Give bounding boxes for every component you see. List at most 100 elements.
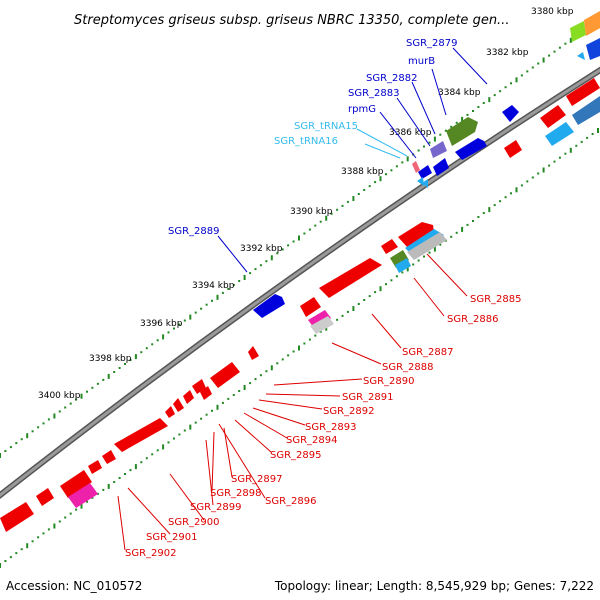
label-sgr-2900[interactable]: SGR_2900 <box>168 517 220 528</box>
gene-feature[interactable] <box>577 52 585 60</box>
gene-feature[interactable] <box>300 297 321 317</box>
gene-feature[interactable] <box>210 362 240 388</box>
gene-feature[interactable] <box>102 450 116 464</box>
leader-line <box>234 419 272 453</box>
guide-dot <box>26 433 29 439</box>
guide-dot <box>140 461 143 464</box>
gene-feature[interactable] <box>319 258 382 298</box>
gene-feature[interactable] <box>430 141 447 158</box>
guide-dot <box>542 57 545 63</box>
gene-feature[interactable] <box>570 21 586 42</box>
guide-dot <box>461 226 464 232</box>
gene-feature[interactable] <box>398 222 434 248</box>
guide-dot <box>325 215 328 221</box>
gene-feature[interactable] <box>114 418 168 452</box>
gene-feature[interactable] <box>68 483 98 508</box>
guide-dot <box>0 563 1 568</box>
label-sgr-2889[interactable]: SGR_2889 <box>168 226 220 237</box>
label-sgr-2896[interactable]: SGR_2896 <box>265 496 317 507</box>
guide-dot <box>488 207 491 213</box>
guide-dot <box>173 327 175 330</box>
gene-feature[interactable] <box>88 460 102 474</box>
guide-dot <box>417 259 420 262</box>
gene-feature[interactable] <box>572 96 600 125</box>
label-sgr-2895[interactable]: SGR_2895 <box>270 450 322 461</box>
trna-feature[interactable] <box>417 177 424 186</box>
guide-dot <box>47 418 50 421</box>
label-sgr-2893[interactable]: SGR_2893 <box>305 422 357 433</box>
guide-dot <box>243 385 246 390</box>
guide-dot <box>455 231 458 234</box>
label-sgr-2882[interactable]: SGR_2882 <box>366 73 418 84</box>
label-sgr-2891[interactable]: SGR_2891 <box>342 392 394 403</box>
guide-dot <box>58 520 61 523</box>
gene-feature[interactable] <box>165 406 175 418</box>
gene-feature[interactable] <box>253 294 285 318</box>
gene-feature[interactable] <box>395 258 411 273</box>
label-sgr-2888[interactable]: SGR_2888 <box>382 362 434 373</box>
guide-dot <box>363 189 366 191</box>
gene-feature[interactable] <box>446 117 478 146</box>
gene-feature[interactable] <box>586 38 600 60</box>
label-sgr-2894[interactable]: SGR_2894 <box>286 435 338 446</box>
guide-dot <box>357 193 360 195</box>
gene-feature[interactable] <box>545 122 574 146</box>
gene-feature[interactable] <box>308 310 331 328</box>
guide-dot <box>482 212 485 214</box>
gene-feature[interactable] <box>418 165 432 179</box>
guide-dot <box>134 464 137 470</box>
label-sgr-2898[interactable]: SGR_2898 <box>210 488 262 499</box>
guide-dot <box>64 516 67 519</box>
guide-dot <box>466 223 469 226</box>
gene-feature[interactable] <box>381 239 398 254</box>
gene-feature[interactable] <box>390 250 409 268</box>
guide-dot <box>243 275 246 280</box>
label-sgr-trna15[interactable]: SGR_tRNA15 <box>294 121 358 132</box>
gene-feature[interactable] <box>540 105 566 128</box>
label-sgr-2902[interactable]: SGR_2902 <box>125 548 177 559</box>
label-sgr-2879[interactable]: SGR_2879 <box>406 38 458 49</box>
guide-dot <box>281 248 284 251</box>
leader-line <box>205 439 214 506</box>
gene-feature[interactable] <box>173 398 184 412</box>
label-sgr-2901[interactable]: SGR_2901 <box>146 532 198 543</box>
guide-dot <box>287 354 290 357</box>
gene-feature[interactable] <box>200 386 212 400</box>
gene-feature[interactable] <box>183 390 194 404</box>
gene-feature[interactable] <box>433 158 449 176</box>
label-sgr-trna16[interactable]: SGR_tRNA16 <box>274 136 338 147</box>
tick-label-3396: 3396 kbp <box>140 319 183 329</box>
gene-feature[interactable] <box>566 78 600 106</box>
label-rpmG[interactable]: rpmG <box>348 104 376 115</box>
gene-feature[interactable] <box>455 138 487 160</box>
label-sgr-2883[interactable]: SGR_2883 <box>348 88 400 99</box>
tick-label-3390: 3390 kbp <box>290 207 333 217</box>
label-sgr-2899[interactable]: SGR_2899 <box>190 502 242 513</box>
label-sgr-2886[interactable]: SGR_2886 <box>447 314 499 325</box>
gene-feature[interactable] <box>412 161 420 173</box>
trna-feature[interactable] <box>422 179 428 188</box>
guide-dot <box>211 409 213 412</box>
gene-feature[interactable] <box>310 316 334 334</box>
gene-feature[interactable] <box>584 11 600 36</box>
gene-feature[interactable] <box>60 470 92 498</box>
guide-dot <box>510 82 512 85</box>
gene-feature[interactable] <box>36 488 54 506</box>
guide-dot <box>330 212 333 215</box>
label-sgr-2887[interactable]: SGR_2887 <box>402 347 454 358</box>
gene-feature[interactable] <box>0 502 34 532</box>
accession-text: Accession: NC_010572 <box>6 579 143 593</box>
label-sgr-2897[interactable]: SGR_2897 <box>231 474 283 485</box>
label-murB[interactable]: murB <box>408 56 435 67</box>
gene-feature[interactable] <box>504 140 522 158</box>
guide-dot <box>200 417 203 420</box>
gene-feature[interactable] <box>248 346 259 360</box>
label-sgr-2885[interactable]: SGR_2885 <box>470 294 522 305</box>
guide-dot <box>167 331 170 334</box>
guide-dot <box>96 492 99 495</box>
label-sgr-2890[interactable]: SGR_2890 <box>363 376 415 387</box>
gene-feature[interactable] <box>407 232 447 260</box>
label-sgr-2892[interactable]: SGR_2892 <box>323 406 375 417</box>
gene-feature[interactable] <box>502 105 519 122</box>
guide-dot <box>20 438 23 441</box>
